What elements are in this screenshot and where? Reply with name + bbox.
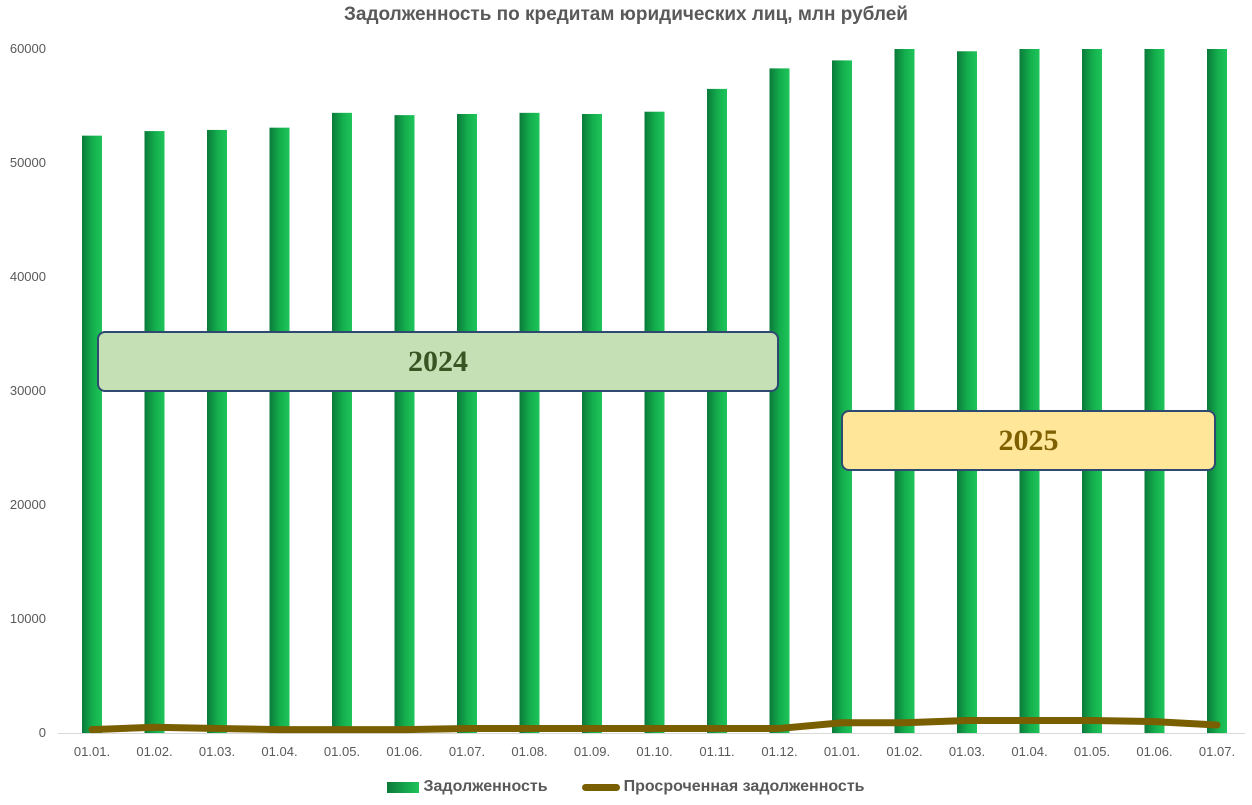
x-tick-label: 01.05. (1074, 744, 1110, 759)
y-tick-label: 40000 (10, 269, 46, 284)
legend: Задолженность Просроченная задолженность (0, 778, 1252, 796)
x-tick-label: 01.11. (699, 744, 734, 759)
chart-title: Задолженность по кредитам юридических ли… (344, 4, 908, 25)
bar (707, 88, 727, 733)
bar (519, 112, 540, 734)
x-tick-label: 01.06. (386, 744, 422, 759)
x-tick-label: 01.04. (1011, 744, 1047, 759)
y-tick-label: 20000 (10, 497, 46, 512)
bar (207, 129, 227, 733)
x-tick-label: 01.06. (1136, 744, 1172, 759)
bar-series (82, 49, 1227, 734)
bar (457, 113, 477, 734)
bar (769, 68, 790, 733)
bar (1082, 49, 1102, 733)
year-label-2024: 2024 (97, 331, 779, 392)
bar (82, 135, 102, 733)
bar (644, 111, 665, 733)
x-tick-label: 01.03. (199, 744, 235, 759)
legend-label-overdue: Просроченная задолженность (623, 778, 865, 795)
bar (1019, 49, 1040, 733)
bar (832, 60, 852, 733)
bar (144, 131, 165, 733)
x-tick-label: 01.08. (511, 744, 547, 759)
legend-label-debt: Задолженность (423, 778, 548, 795)
bar (894, 49, 915, 733)
x-axis: 01.01. 01.02. 01.03. 01.04. 01.05. 01.06. 01.0… (74, 744, 1235, 759)
x-tick-label: 01.01. (74, 744, 110, 759)
line-series (88, 716, 1221, 734)
x-tick-label: 01.01. (824, 744, 860, 759)
y-tick-label: 10000 (10, 611, 46, 626)
x-tick-label: 01.12. (761, 744, 797, 759)
x-tick-label: 01.07. (449, 744, 485, 759)
x-tick-label: 01.03. (949, 744, 985, 759)
legend-swatch-bar (387, 781, 420, 793)
x-tick-label: 01.10. (636, 744, 672, 759)
bar (957, 51, 977, 733)
bar (582, 113, 602, 734)
x-tick-label: 01.02. (886, 744, 922, 759)
x-tick-label: 01.07. (1199, 744, 1235, 759)
bar (1207, 49, 1227, 733)
bar (1144, 49, 1165, 733)
bar (269, 127, 290, 733)
legend-swatch-line (581, 783, 620, 791)
bar (394, 115, 415, 734)
y-axis: 0 10000 20000 30000 40000 50000 60000 (10, 41, 1245, 740)
x-tick-label: 01.05. (324, 744, 360, 759)
x-tick-label: 01.04. (261, 744, 297, 759)
x-tick-label: 01.02. (136, 744, 172, 759)
y-tick-label: 50000 (10, 155, 46, 170)
overdue-line (88, 716, 1221, 734)
x-tick-label: 01.09. (574, 744, 610, 759)
y-tick-label: 30000 (10, 383, 46, 398)
legend-item-debt: Задолженность (387, 778, 548, 796)
y-tick-label: 60000 (10, 41, 46, 56)
year-label-2025: 2025 (841, 410, 1216, 471)
legend-item-overdue: Просроченная задолженность (581, 778, 865, 796)
y-tick-label: 0 (39, 725, 46, 740)
bar (332, 112, 352, 734)
